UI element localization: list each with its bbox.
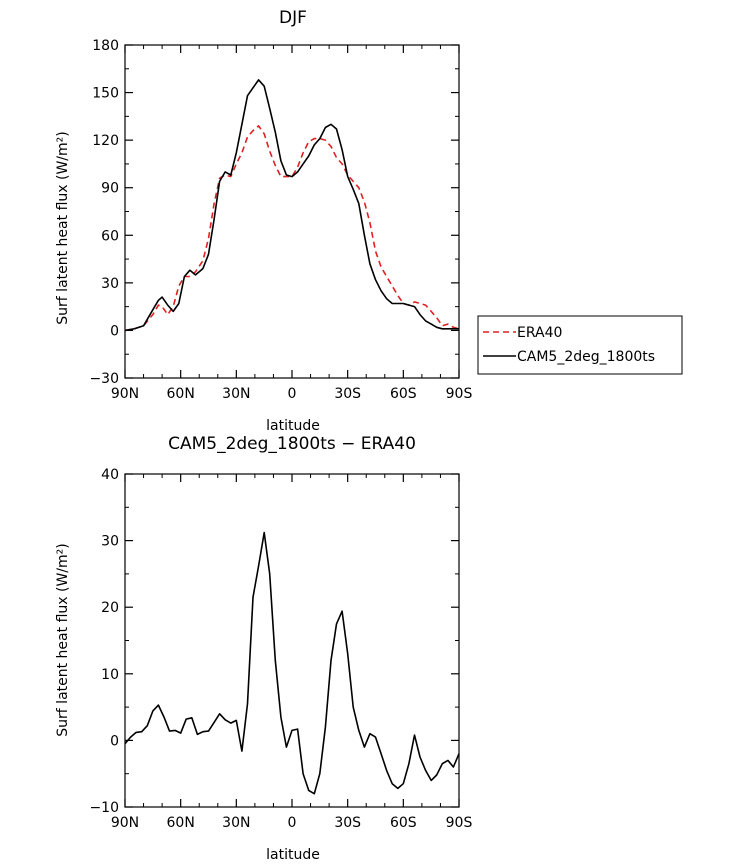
- bottom-x-ticks: 90N 60N 30N 0 30S 60S 90S: [111, 474, 473, 831]
- bottom-x-tick-label: 60N: [167, 815, 195, 831]
- top-x-tick-label: 60S: [390, 386, 417, 402]
- bottom-series: [124, 531, 460, 795]
- bottom-y-tick-label: 10: [101, 667, 119, 683]
- top-series-line-era40: [124, 125, 460, 332]
- top-y-tick-label: 120: [92, 133, 119, 149]
- bottom-y-tick-label: −10: [89, 800, 119, 816]
- bottom-x-tick-label: 90N: [111, 815, 139, 831]
- bottom-x-tick-label: 60S: [390, 815, 417, 831]
- top-y-ticks: −30 0 30 60 90 120 150 180: [89, 38, 459, 387]
- bottom-x-tick-label: 90S: [446, 815, 473, 831]
- bottom-series-line-difference-0: [124, 531, 460, 795]
- top-x-tick-label: 90S: [446, 386, 473, 402]
- top-y-tick-label: 0: [110, 323, 119, 339]
- top-chart-panel: DJF −30 0 30 60 90 120 150 180 90N 60N 30N 0 30S 60S…: [55, 8, 472, 434]
- bottom-x-tick-label: 30S: [334, 815, 361, 831]
- bottom-y-tick-label: 40: [101, 467, 119, 483]
- legend-box: [477, 315, 683, 375]
- top-x-axis-label: latitude: [266, 418, 320, 434]
- top-x-tick-label: 0: [288, 386, 297, 402]
- top-y-tick-label: 180: [92, 38, 119, 54]
- top-plot-frame: [124, 44, 460, 379]
- bottom-y-tick-label: 20: [101, 600, 119, 616]
- top-series: [124, 79, 460, 332]
- bottom-x-tick-label: 0: [288, 815, 297, 831]
- top-y-axis-label: Surf latent heat flux (W/m²): [55, 131, 71, 324]
- legend-label-era40: ERA40: [517, 325, 562, 341]
- top-x-tick-label: 60N: [167, 386, 195, 402]
- legend: ERA40 CAM5_2deg_1800ts: [477, 315, 683, 375]
- legend-label-cam5: CAM5_2deg_1800ts: [517, 349, 655, 365]
- bottom-y-tick-label: 30: [101, 534, 119, 550]
- bottom-y-axis-label: Surf latent heat flux (W/m²): [55, 543, 71, 736]
- top-y-tick-label: 90: [101, 181, 119, 197]
- top-x-tick-label: 90N: [111, 386, 139, 402]
- bottom-plot-frame: [124, 473, 460, 808]
- top-x-tick-label: 30N: [222, 386, 250, 402]
- top-y-tick-label: 30: [101, 276, 119, 292]
- bottom-x-axis-label: latitude: [266, 847, 320, 863]
- top-series-line-cam5-2deg-1800ts: [124, 79, 459, 332]
- top-y-tick-label: 150: [92, 86, 119, 102]
- bottom-x-tick-label: 30N: [222, 815, 250, 831]
- top-y-tick-label: −30: [89, 371, 119, 387]
- bottom-y-tick-label: 0: [110, 733, 119, 749]
- top-x-ticks: 90N 60N 30N 0 30S 60S 90S: [111, 45, 473, 402]
- top-y-tick-label: 60: [101, 228, 119, 244]
- bottom-chart-panel: CAM5_2deg_1800ts − ERA40 −10 0 10 20 30 40 90…: [55, 434, 472, 863]
- top-x-tick-label: 30S: [334, 386, 361, 402]
- top-chart-title: DJF: [279, 8, 307, 28]
- bottom-chart-title: CAM5_2deg_1800ts − ERA40: [168, 434, 416, 454]
- bottom-y-ticks: −10 0 10 20 30 40: [89, 467, 459, 816]
